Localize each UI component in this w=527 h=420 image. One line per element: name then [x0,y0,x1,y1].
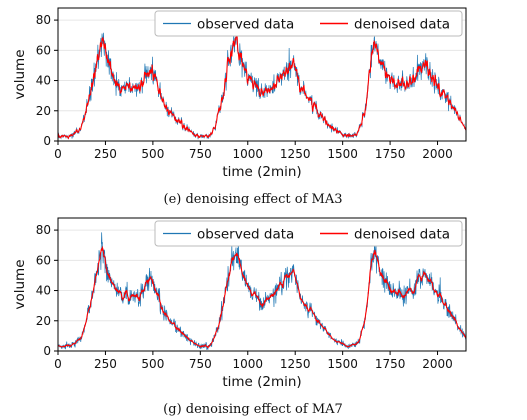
denoised-data-line [57,31,467,140]
x-axis-label-e: time (2min) [222,164,301,180]
x-tick-label: 500 [141,357,164,371]
legend-denoised-label-e: denoised data [354,17,450,33]
axes-frame-g [57,217,467,352]
y-tick-label: 80 [36,223,51,237]
legend-observed-label-g: observed data [197,227,294,243]
y-tick-label: 0 [43,134,51,148]
x-tick-label: 1000 [232,357,263,371]
y-tick-label: 40 [36,74,51,88]
x-tick-label: 1500 [327,147,358,161]
plot-area-e [57,7,467,142]
panel-g: 0 250 500 750 1000 1250 1500 1750 2000 0 20 40 60 80… [12,217,467,417]
caption-e: (e) denoising effect of MA3 [164,192,343,207]
x-tick-label: 1750 [375,357,406,371]
x-ticks-g: 0 250 500 750 1000 1250 1500 1750 2000 [54,351,453,371]
x-tick-label: 250 [94,357,117,371]
legend-g: observed data denoised data [154,220,463,247]
x-tick-label: 750 [189,357,212,371]
y-tick-label: 60 [36,253,51,267]
panel-e: 0 250 500 750 1000 1250 1500 1750 2000 0 20 40 60 80… [12,7,467,207]
x-tick-label: 1250 [280,357,311,371]
observed-data-line [57,232,467,351]
y-tick-label: 0 [43,344,51,358]
x-tick-label: 2000 [422,357,453,371]
legend-e: observed data denoised data [154,10,463,37]
denoised-series-g [57,245,467,349]
x-tick-label: 0 [54,147,62,161]
x-tick-label: 250 [94,147,117,161]
y-ticks-e: 0 20 40 60 80 [36,13,58,148]
x-axis-label-g: time (2min) [222,374,301,390]
y-ticks-g: 0 20 40 60 80 [36,223,58,358]
y-tick-label: 20 [36,104,51,118]
denoised-data-line [57,245,467,349]
x-ticks-e: 0 250 500 750 1000 1250 1500 1750 2000 [54,141,453,161]
x-tick-label: 2000 [422,147,453,161]
y-axis-label-g: volume [12,259,28,309]
legend-denoised-label-g: denoised data [354,227,450,243]
y-tick-label: 60 [36,43,51,57]
x-tick-label: 1500 [327,357,358,371]
axes-frame-e [57,7,467,142]
y-tick-label: 80 [36,13,51,27]
legend-box-e [154,10,463,37]
x-tick-label: 750 [189,147,212,161]
observed-series-g [57,232,467,351]
caption-g: (g) denoising effect of MA7 [163,402,343,417]
legend-observed-label-e: observed data [197,17,294,33]
denoised-series-e [57,31,467,140]
legend-box-g [154,220,463,247]
x-tick-label: 1750 [375,147,406,161]
x-tick-label: 500 [141,147,164,161]
x-tick-label: 1250 [280,147,311,161]
x-tick-label: 1000 [232,147,263,161]
y-tick-label: 40 [36,284,51,298]
y-axis-label-e: volume [12,49,28,99]
y-tick-label: 20 [36,314,51,328]
x-tick-label: 0 [54,357,62,371]
